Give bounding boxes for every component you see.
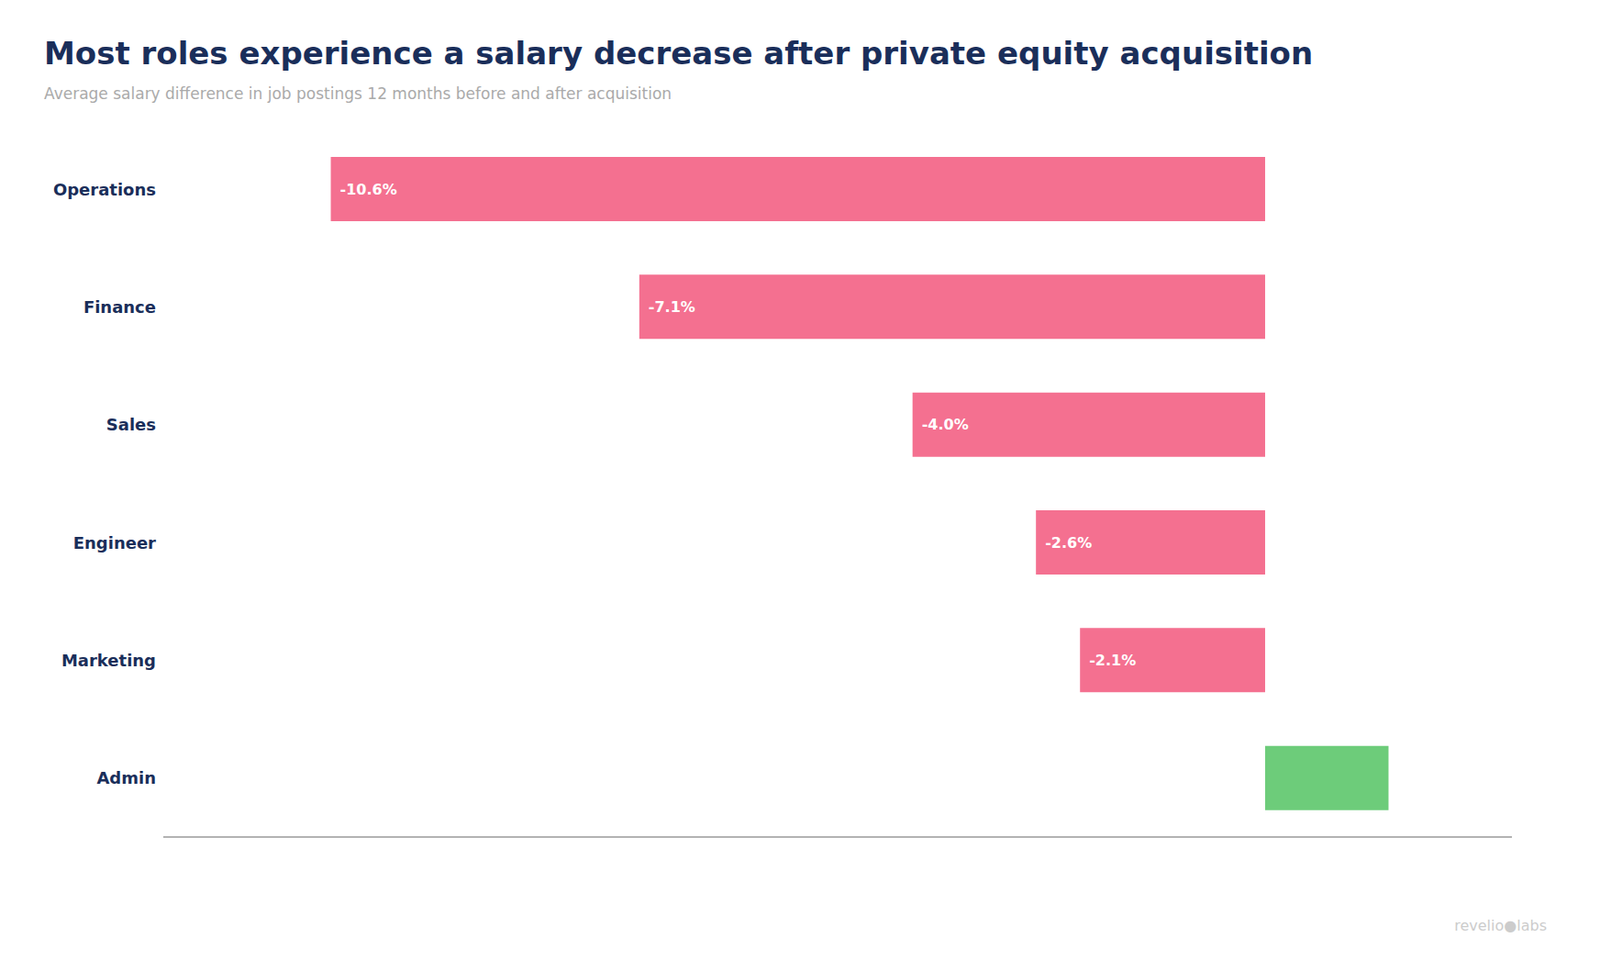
svg-text:-4.0%: -4.0% [922,415,969,434]
svg-text:-10.6%: -10.6% [340,180,398,199]
svg-text:-7.1%: -7.1% [648,298,696,316]
svg-text:Admin: Admin [96,767,156,788]
html-text:Most roles experience a salary: Most roles experience a salary decrease … [44,34,1314,72]
svg-text:-2.6%: -2.6% [1044,533,1092,552]
svg-text:Finance: Finance [83,297,156,317]
html-text:revelio●labs: revelio●labs [1454,916,1547,934]
svg-text:Operations: Operations [53,179,156,200]
svg-text:Sales: Sales [106,414,156,434]
svg-text:-2.1%: -2.1% [1088,651,1136,669]
html-text:Average salary difference in j: Average salary difference in job posting… [44,84,672,103]
svg-text:Engineer: Engineer [73,533,156,553]
svg-text:Marketing: Marketing [61,650,156,670]
